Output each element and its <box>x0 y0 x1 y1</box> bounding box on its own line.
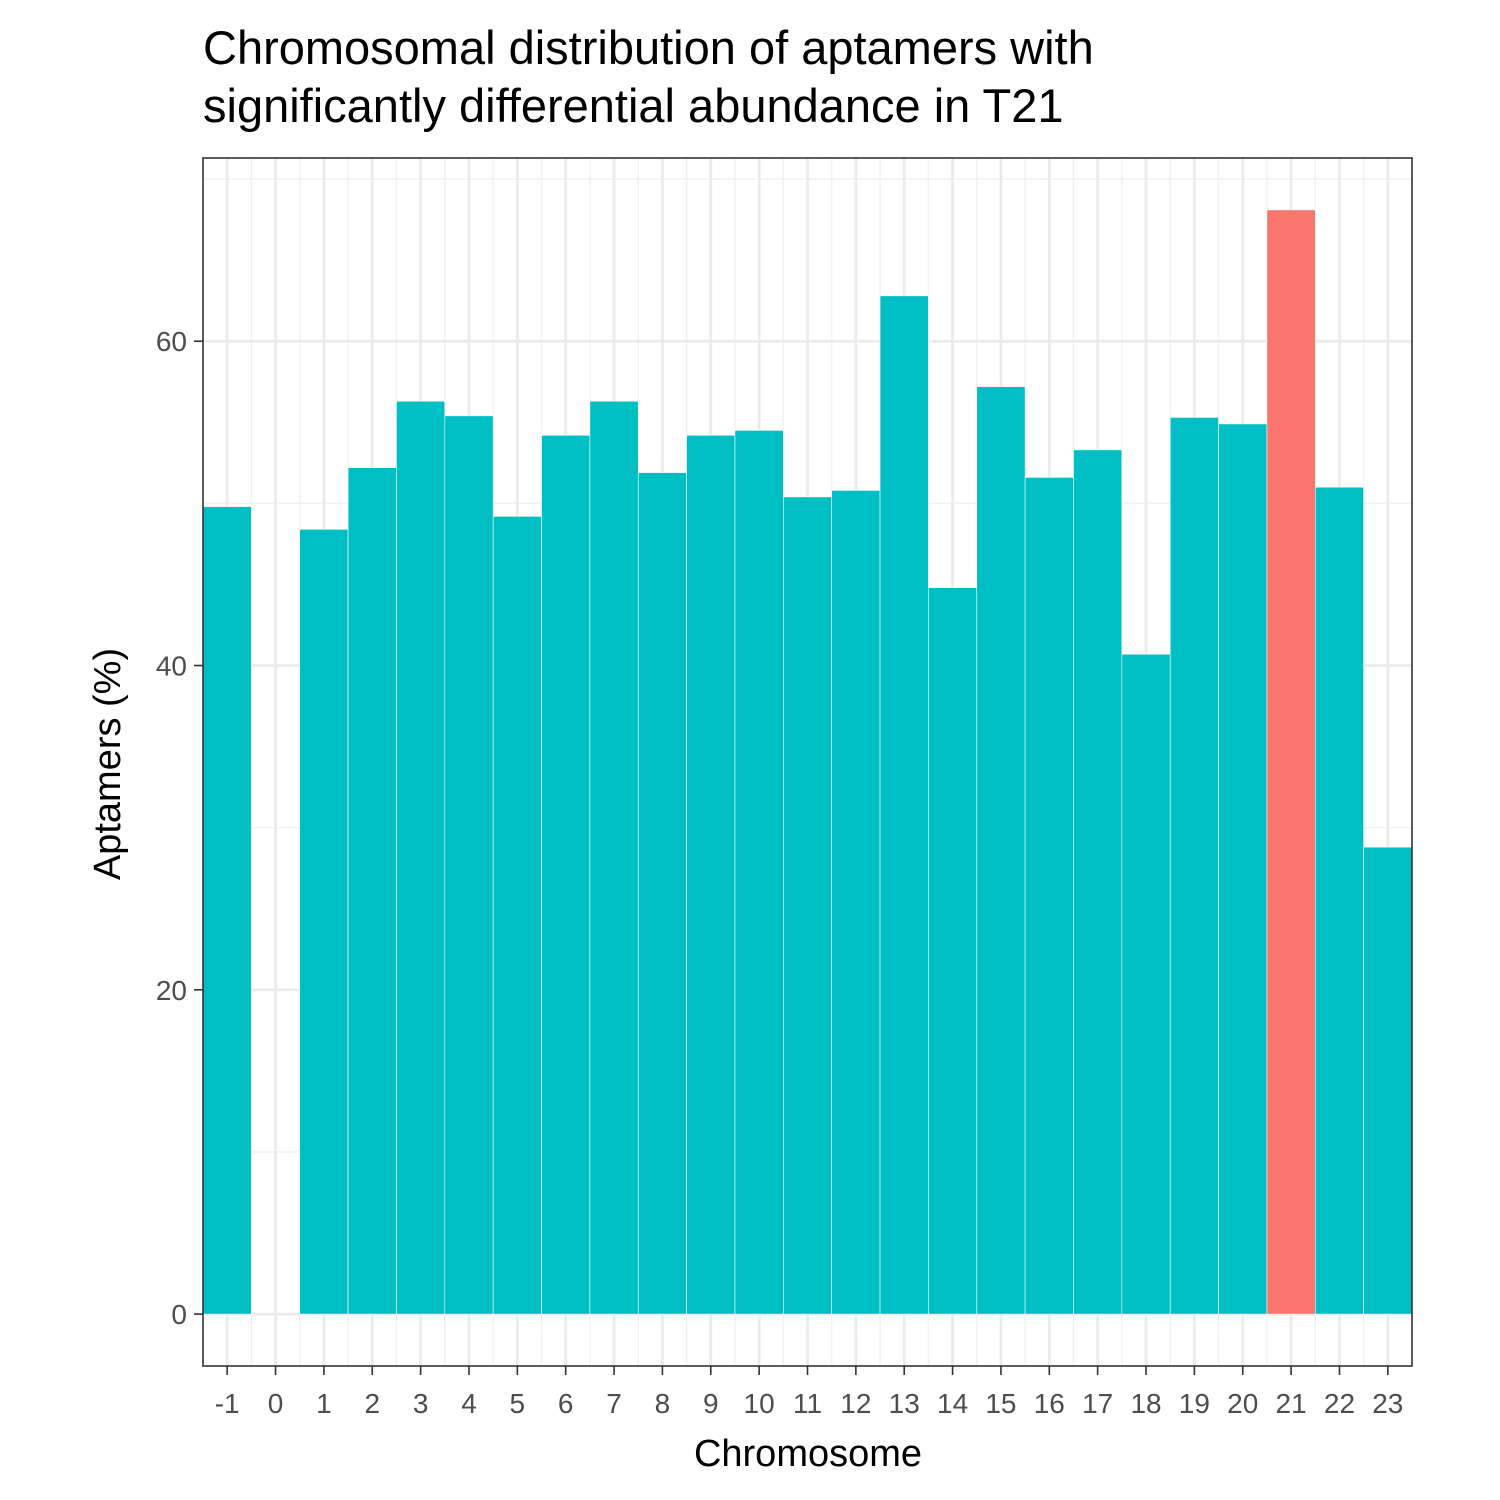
x-tick-label: 10 <box>744 1388 775 1419</box>
y-tick-label: 40 <box>156 651 187 682</box>
bar-chromosome-8 <box>637 472 687 1315</box>
y-tick-label: 60 <box>156 326 187 357</box>
x-tick-label: 16 <box>1034 1388 1065 1419</box>
x-tick-label: 19 <box>1179 1388 1210 1419</box>
bar-chromosome-15 <box>976 386 1026 1315</box>
x-tick-label: 23 <box>1372 1388 1403 1419</box>
bar-chromosome-18 <box>1121 653 1171 1315</box>
bar-chromosome-17 <box>1073 449 1123 1315</box>
x-tick-label: 3 <box>413 1388 429 1419</box>
x-tick-label: 9 <box>703 1388 719 1419</box>
bar-chromosome-23 <box>1363 846 1413 1315</box>
bar-chromosome-16 <box>1024 477 1074 1315</box>
bar-chromosome-14 <box>928 587 978 1315</box>
y-tick-label: 0 <box>171 1299 187 1330</box>
x-tick-label: 8 <box>655 1388 671 1419</box>
bar-chromosome-1 <box>299 529 349 1315</box>
bar-chromosome-4 <box>444 415 494 1315</box>
bar-chromosome-20 <box>1218 423 1268 1315</box>
x-tick-label: 21 <box>1276 1388 1307 1419</box>
bar-chromosome-11 <box>783 496 832 1315</box>
x-tick-label: 13 <box>889 1388 920 1419</box>
y-axis: 0 20 40 60 <box>156 326 203 1330</box>
x-tick-label: 14 <box>937 1388 968 1419</box>
x-axis: -1 0 1 2 3 4 5 6 7 8 9 10 11 12 13 14 15 16 17 18 19 20 21 22 23 <box>215 1366 1403 1419</box>
bar-chromosome-10 <box>734 430 784 1315</box>
x-tick-label: 15 <box>985 1388 1016 1419</box>
bar-chromosome-5 <box>492 516 542 1315</box>
x-tick-label: 4 <box>461 1388 477 1419</box>
chart-title-line-1: Chromosomal distribution of aptamers wit… <box>203 21 1094 74</box>
x-axis-title: Chromosome <box>694 1433 922 1475</box>
chart-title-line-2: significantly differential abundance in … <box>203 79 1064 132</box>
bar-chromosome-12 <box>831 490 881 1315</box>
bar-chromosome-6 <box>541 434 591 1315</box>
x-tick-label: 17 <box>1082 1388 1113 1419</box>
bars <box>202 209 1413 1315</box>
x-tick-label: 1 <box>316 1388 332 1419</box>
y-tick-label: 20 <box>156 975 187 1006</box>
bar-chromosome--1 <box>202 506 252 1315</box>
bar-chromosome-2 <box>347 467 397 1315</box>
x-tick-label: 7 <box>606 1388 622 1419</box>
bar-chromosome-3 <box>396 400 446 1315</box>
x-tick-label: 11 <box>793 1388 822 1419</box>
x-tick-label: 22 <box>1324 1388 1355 1419</box>
bar-chromosome-21 <box>1266 209 1316 1315</box>
x-tick-label: 5 <box>510 1388 526 1419</box>
bar-chromosome-13 <box>879 295 929 1315</box>
x-tick-label: 6 <box>558 1388 574 1419</box>
bar-chromosome-19 <box>1169 417 1219 1315</box>
bar-chromosome-7 <box>589 400 639 1315</box>
x-tick-label: 2 <box>364 1388 380 1419</box>
x-tick-label: 0 <box>268 1388 284 1419</box>
x-tick-label: 12 <box>840 1388 871 1419</box>
x-tick-label: 18 <box>1130 1388 1161 1419</box>
x-tick-label: -1 <box>215 1388 240 1419</box>
x-tick-label: 20 <box>1227 1388 1258 1419</box>
bar-chromosome-22 <box>1314 486 1364 1315</box>
bar-chromosome-9 <box>686 434 736 1315</box>
y-axis-title: Aptamers (%) <box>87 648 129 880</box>
